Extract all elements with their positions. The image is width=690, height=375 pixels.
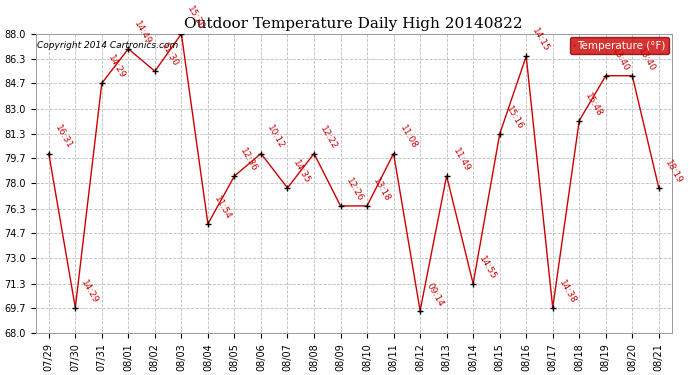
Text: 14:29: 14:29 — [79, 278, 100, 305]
Text: 10:12: 10:12 — [265, 124, 286, 151]
Text: 12:26: 12:26 — [345, 177, 365, 203]
Text: 18:19: 18:19 — [663, 158, 684, 185]
Text: 11:30: 11:30 — [159, 42, 180, 69]
Text: 11:49: 11:49 — [451, 146, 471, 173]
Text: 13:40: 13:40 — [610, 46, 631, 73]
Title: Outdoor Temperature Daily High 20140822: Outdoor Temperature Daily High 20140822 — [184, 17, 523, 31]
Text: 13:40: 13:40 — [636, 46, 657, 73]
Text: 16:31: 16:31 — [53, 124, 74, 151]
Text: 14:49: 14:49 — [132, 20, 153, 46]
Text: 14:15: 14:15 — [531, 27, 551, 54]
Text: 14:38: 14:38 — [557, 278, 578, 305]
Text: 15:16: 15:16 — [504, 104, 524, 131]
Text: 14:35: 14:35 — [292, 158, 313, 185]
Text: 12:22: 12:22 — [318, 124, 339, 151]
Text: 09:14: 09:14 — [424, 281, 445, 308]
Text: 12:36: 12:36 — [239, 146, 259, 173]
Legend: Temperature (°F): Temperature (°F) — [570, 37, 669, 54]
Text: 11:08: 11:08 — [397, 124, 418, 151]
Text: 14:55: 14:55 — [477, 254, 498, 281]
Text: Copyright 2014 Cartronics.com: Copyright 2014 Cartronics.com — [37, 41, 178, 50]
Text: 15:48: 15:48 — [584, 91, 604, 118]
Text: 11:54: 11:54 — [212, 194, 233, 221]
Text: 13:18: 13:18 — [371, 176, 392, 203]
Text: 14:29: 14:29 — [106, 54, 126, 81]
Text: 15:30: 15:30 — [186, 4, 206, 31]
